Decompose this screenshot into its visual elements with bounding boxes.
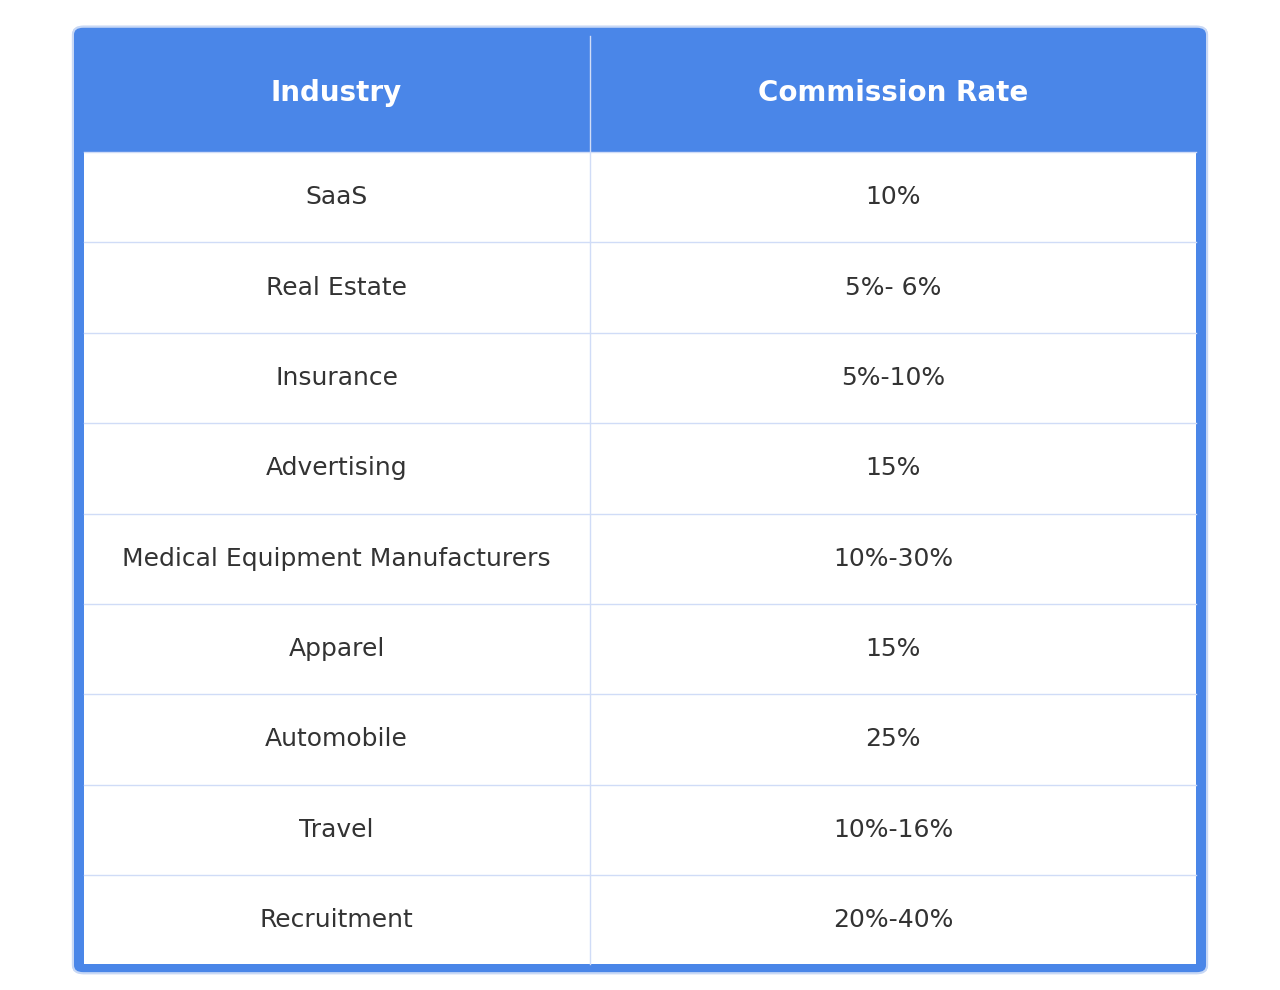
Text: Insurance: Insurance [275, 366, 398, 390]
Text: 5%-10%: 5%-10% [841, 366, 946, 390]
Text: Medical Equipment Manufacturers: Medical Equipment Manufacturers [122, 546, 550, 570]
FancyBboxPatch shape [73, 27, 1207, 973]
Text: Industry: Industry [271, 79, 402, 107]
Bar [84, 152, 1196, 964]
Text: Recruitment: Recruitment [260, 908, 413, 932]
Text: 20%-40%: 20%-40% [833, 908, 954, 932]
Text: 25%: 25% [865, 728, 922, 751]
Text: SaaS: SaaS [306, 185, 367, 209]
Text: Commission Rate: Commission Rate [758, 79, 1028, 107]
Text: Automobile: Automobile [265, 728, 408, 751]
Text: Real Estate: Real Estate [266, 275, 407, 300]
Text: Apparel: Apparel [288, 637, 385, 661]
Text: 5%- 6%: 5%- 6% [845, 275, 942, 300]
Text: 10%-16%: 10%-16% [833, 818, 954, 842]
Text: 15%: 15% [865, 456, 922, 480]
Text: Travel: Travel [300, 818, 374, 842]
Text: 15%: 15% [865, 637, 922, 661]
FancyBboxPatch shape [73, 27, 1207, 973]
Text: 10%-30%: 10%-30% [833, 546, 954, 570]
Text: Advertising: Advertising [266, 456, 407, 480]
Text: 10%: 10% [865, 185, 922, 209]
